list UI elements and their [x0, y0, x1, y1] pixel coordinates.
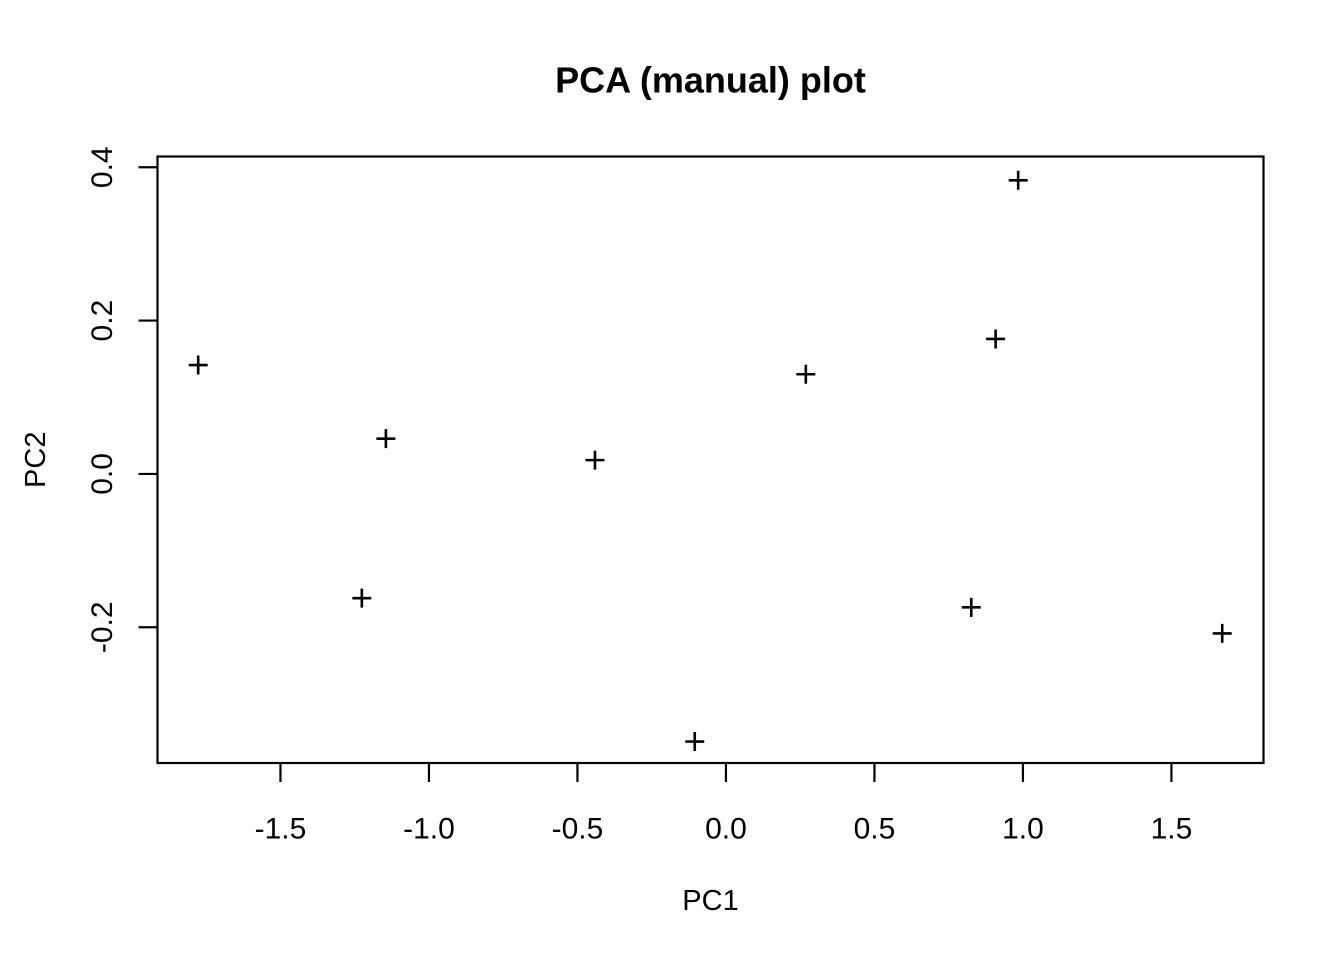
x-tick-label: 1.0	[1002, 813, 1044, 846]
data-point-plus	[796, 364, 816, 384]
data-point-plus	[188, 355, 208, 375]
data-point-plus	[1008, 170, 1028, 190]
data-point-plus	[585, 450, 605, 470]
data-point-plus	[376, 429, 396, 449]
scatter-points	[188, 170, 1232, 752]
x-tick-label: 0.0	[705, 813, 747, 846]
x-tick-label: -1.5	[255, 813, 307, 846]
x-tick-label: 0.5	[854, 813, 896, 846]
data-point-plus	[961, 597, 981, 617]
data-point-plus	[352, 588, 372, 608]
y-tick-label: -0.2	[86, 601, 119, 653]
x-axis-label: PC1	[682, 885, 738, 917]
x-tick-label: 1.5	[1151, 813, 1193, 846]
y-axis-label: PC2	[20, 432, 52, 488]
chart-title: PCA (manual) plot	[555, 60, 866, 101]
data-point-plus	[685, 732, 705, 752]
y-tick-label: 0.0	[86, 453, 119, 495]
y-tick-label: 0.4	[86, 146, 119, 188]
plot-area-border	[156, 155, 1265, 765]
y-axis-ticks: -0.2 0.0 0.2 0.4	[86, 146, 158, 653]
x-tick-label: -1.0	[403, 813, 455, 846]
x-axis-ticks: -1.5 -1.0 -0.5 0.0 0.5 1.0 1.5	[255, 763, 1193, 846]
data-point-plus	[986, 329, 1006, 349]
y-tick-label: 0.2	[86, 300, 119, 342]
data-point-plus	[1212, 623, 1232, 643]
x-tick-label: -0.5	[552, 813, 604, 846]
